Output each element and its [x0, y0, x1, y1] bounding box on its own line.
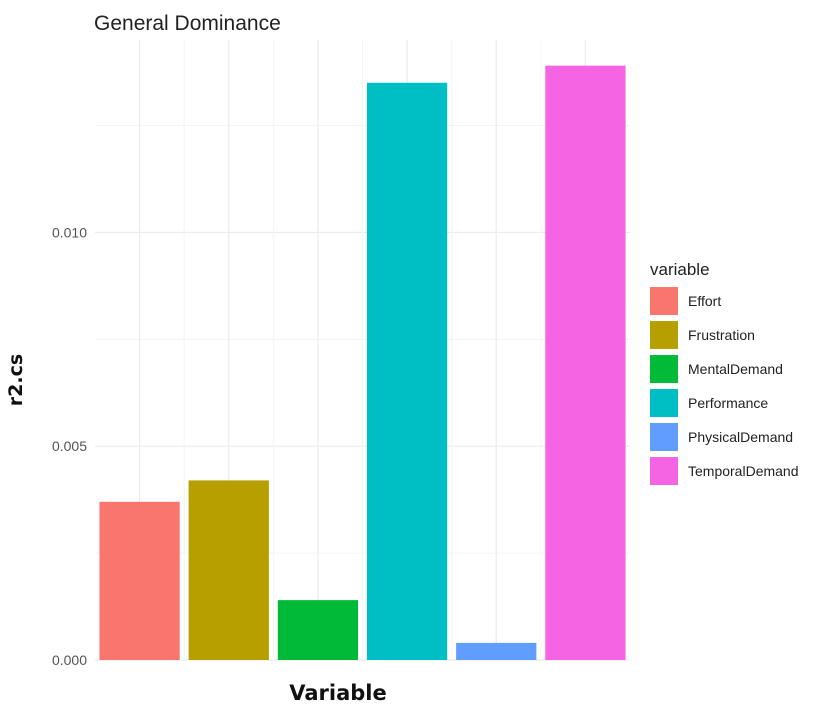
legend-label: PhysicalDemand	[688, 429, 793, 445]
legend: variable Effort Frustration MentalDemand Pe…	[650, 260, 799, 485]
bar-mentaldemand	[277, 600, 359, 660]
bars	[99, 65, 626, 661]
legend-key	[650, 389, 678, 417]
bar-temporaldemand	[545, 65, 626, 661]
legend-key	[650, 423, 678, 451]
bar-frustration	[188, 480, 269, 660]
legend-items: Effort Frustration MentalDemand Performance…	[650, 287, 799, 485]
legend-key	[650, 355, 678, 383]
legend-key	[650, 457, 678, 485]
bar-effort	[99, 501, 180, 660]
y-axis-label: r2.cs	[5, 354, 27, 406]
y-tick-label: 0.010	[52, 224, 87, 240]
legend-label: MentalDemand	[688, 361, 783, 377]
y-tick-label: 0.000	[52, 652, 87, 668]
chart-title: General Dominance	[94, 12, 281, 35]
legend-title: variable	[650, 260, 710, 279]
legend-label: Performance	[688, 395, 768, 411]
legend-key	[650, 321, 678, 349]
legend-label: Frustration	[688, 327, 755, 343]
x-axis-label: Variable	[289, 681, 386, 705]
legend-label: Effort	[688, 293, 721, 309]
bar-performance	[366, 82, 448, 661]
legend-label: TemporalDemand	[688, 463, 799, 479]
y-tick-label: 0.005	[52, 438, 87, 454]
y-axis-ticks: 0.000 0.005 0.010	[52, 224, 87, 668]
legend-key	[650, 287, 678, 315]
bar-physicaldemand	[456, 642, 537, 660]
